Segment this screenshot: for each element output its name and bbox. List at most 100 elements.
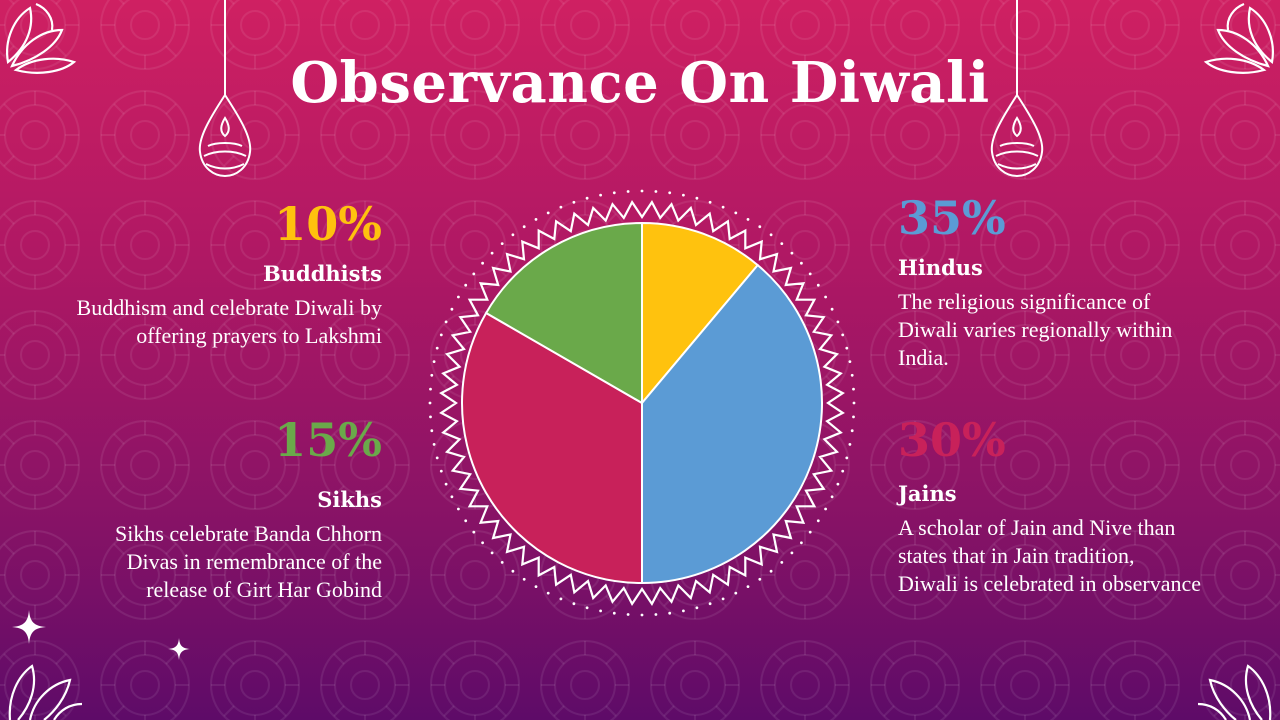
hindus-description-line: The religious significance of [898, 289, 1151, 314]
flower-corner-top-left-icon [6, 2, 77, 74]
pie-decor-dot [559, 597, 563, 601]
flower-corner-bottom-right-icon [1197, 664, 1272, 720]
pie-slice-jains [461, 311, 643, 585]
jains-block: 30% Jains A scholar of Jain and Nive tha… [898, 414, 1258, 598]
pie-decor-dot [481, 261, 484, 265]
sikhs-percent: 15% [274, 413, 382, 467]
pie-decor-dot [790, 251, 794, 255]
pie-slice-buddhists [641, 221, 760, 406]
jains-description: A scholar of Jain and Nive than states t… [898, 514, 1258, 598]
hindus-description: The religious significance of Diwali var… [898, 288, 1258, 372]
pie-decor-dot [848, 443, 852, 446]
pie-decor-dot [640, 613, 644, 617]
buddhists-block: 10% Buddhists Buddhism and celebrate Diw… [22, 198, 382, 350]
pie-decor-dot [668, 611, 672, 615]
pie-decor-dot [800, 541, 803, 545]
pie-slice-hindus [641, 263, 823, 585]
sikhs-block: 15% Sikhs Sikhs celebrate Banda Chhorn D… [22, 414, 382, 604]
pie-decor-dot [500, 561, 504, 564]
buddhists-description-line: offering prayers to Lakshmi [136, 323, 382, 348]
pie-decor-dot [464, 519, 468, 523]
hindus-label: Hindus [898, 255, 983, 280]
pie-decor-dot [734, 211, 738, 215]
pie-decor-dot [429, 415, 432, 419]
pie-decor-dot [758, 225, 762, 229]
pie-zigzag-frame [439, 200, 845, 606]
pie-decor-dot [852, 401, 856, 405]
jains-percent: 30% [898, 413, 1006, 467]
pie-decor-dot [852, 387, 855, 391]
pie-decor-dot [848, 360, 852, 363]
pie-decor-dot [439, 333, 443, 337]
pie-decor-dot [430, 373, 434, 377]
flower-corner-bottom-left-icon [8, 664, 83, 720]
pie-decor-dot [830, 307, 834, 311]
pie-decor-dot [599, 609, 602, 613]
buddhists-description: Buddhism and celebrate Diwali by offerin… [22, 294, 382, 350]
pie-decor-dot [836, 320, 840, 324]
pie-decor-dot [450, 307, 454, 311]
pie-decor-dot [850, 373, 854, 377]
sikhs-label: Sikhs [317, 487, 382, 512]
pie-decor-dot [534, 585, 538, 588]
flower-corner-top-right-icon [1203, 2, 1274, 74]
pie-decor-dot [534, 218, 538, 221]
sparkle-icon [12, 610, 46, 644]
pie-decor-dot [780, 561, 784, 564]
jains-label: Jains [898, 481, 957, 506]
pie-decor-dot [559, 205, 563, 209]
pie-chart-container [412, 183, 872, 623]
pie-decor-dot [845, 456, 849, 460]
jains-description-line: states that in Jain tradition, [898, 543, 1135, 568]
pie-decor-dot [830, 495, 834, 499]
pie-decor-dot [430, 429, 434, 433]
pie-decor-dot [824, 507, 827, 511]
pie-decor-dot [640, 189, 644, 193]
pie-decor-dot [472, 530, 476, 534]
diya-lantern-right-icon [990, 0, 1044, 178]
pie-decor-dot [444, 482, 448, 486]
pie-decor-dot [852, 415, 855, 419]
pie-decor-dot [429, 387, 432, 391]
pie-decor-dot [450, 495, 454, 499]
pie-decor-dot [472, 272, 476, 276]
pie-decor-dot [654, 613, 658, 616]
pie-decor-dot [769, 569, 773, 573]
pie-decor-dot [490, 551, 494, 555]
pie-decor-dot [522, 225, 526, 229]
pie-decor-dot [435, 456, 439, 460]
pie-decor-dot [780, 242, 784, 245]
pie-decor-dot [585, 606, 589, 610]
pie-decor-dot [572, 200, 576, 204]
hindus-percent: 35% [898, 191, 1006, 245]
pie-decor-dot [721, 597, 725, 601]
sparkle-icon [168, 638, 190, 660]
pie-decor-dot [721, 205, 725, 209]
pie-decor-dot [457, 295, 460, 299]
jains-description-line: A scholar of Jain and Nive than [898, 515, 1176, 540]
pie-decor-dot [490, 251, 494, 255]
pie-decor-dot [758, 577, 762, 581]
sikhs-description: Sikhs celebrate Banda Chhorn Divas in re… [22, 520, 382, 604]
pie-decor-dot [708, 200, 712, 204]
pie-decor-dot [695, 196, 699, 200]
pie-decor-dot [612, 191, 616, 195]
sikhs-description-line: release of Girt Har Gobind [146, 577, 382, 602]
hindus-description-line: Diwali varies regionally within [898, 317, 1173, 342]
pie-decor-dot [850, 429, 854, 433]
sikhs-description-line: Divas in remembrance of the [126, 549, 382, 574]
buddhists-description-line: Buddhism and celebrate Diwali by [76, 295, 382, 320]
pie-decor-dot [428, 401, 432, 405]
pie-decor-dot [746, 218, 750, 221]
pie-decor-dot [435, 346, 439, 350]
pie-decor-dot [464, 283, 468, 287]
hindus-block: 35% Hindus The religious significance of… [898, 192, 1258, 372]
pie-slice-sikhs [484, 221, 643, 405]
buddhists-label: Buddhists [263, 261, 382, 286]
pie-decor-dot [790, 551, 794, 555]
pie-decor-dot [816, 283, 820, 287]
pie-decor-dot [668, 191, 672, 195]
jains-description-line: Diwali is celebrated in observance [898, 571, 1201, 596]
pie-decor-dot [808, 272, 812, 276]
pie-decor-dot [734, 591, 738, 595]
